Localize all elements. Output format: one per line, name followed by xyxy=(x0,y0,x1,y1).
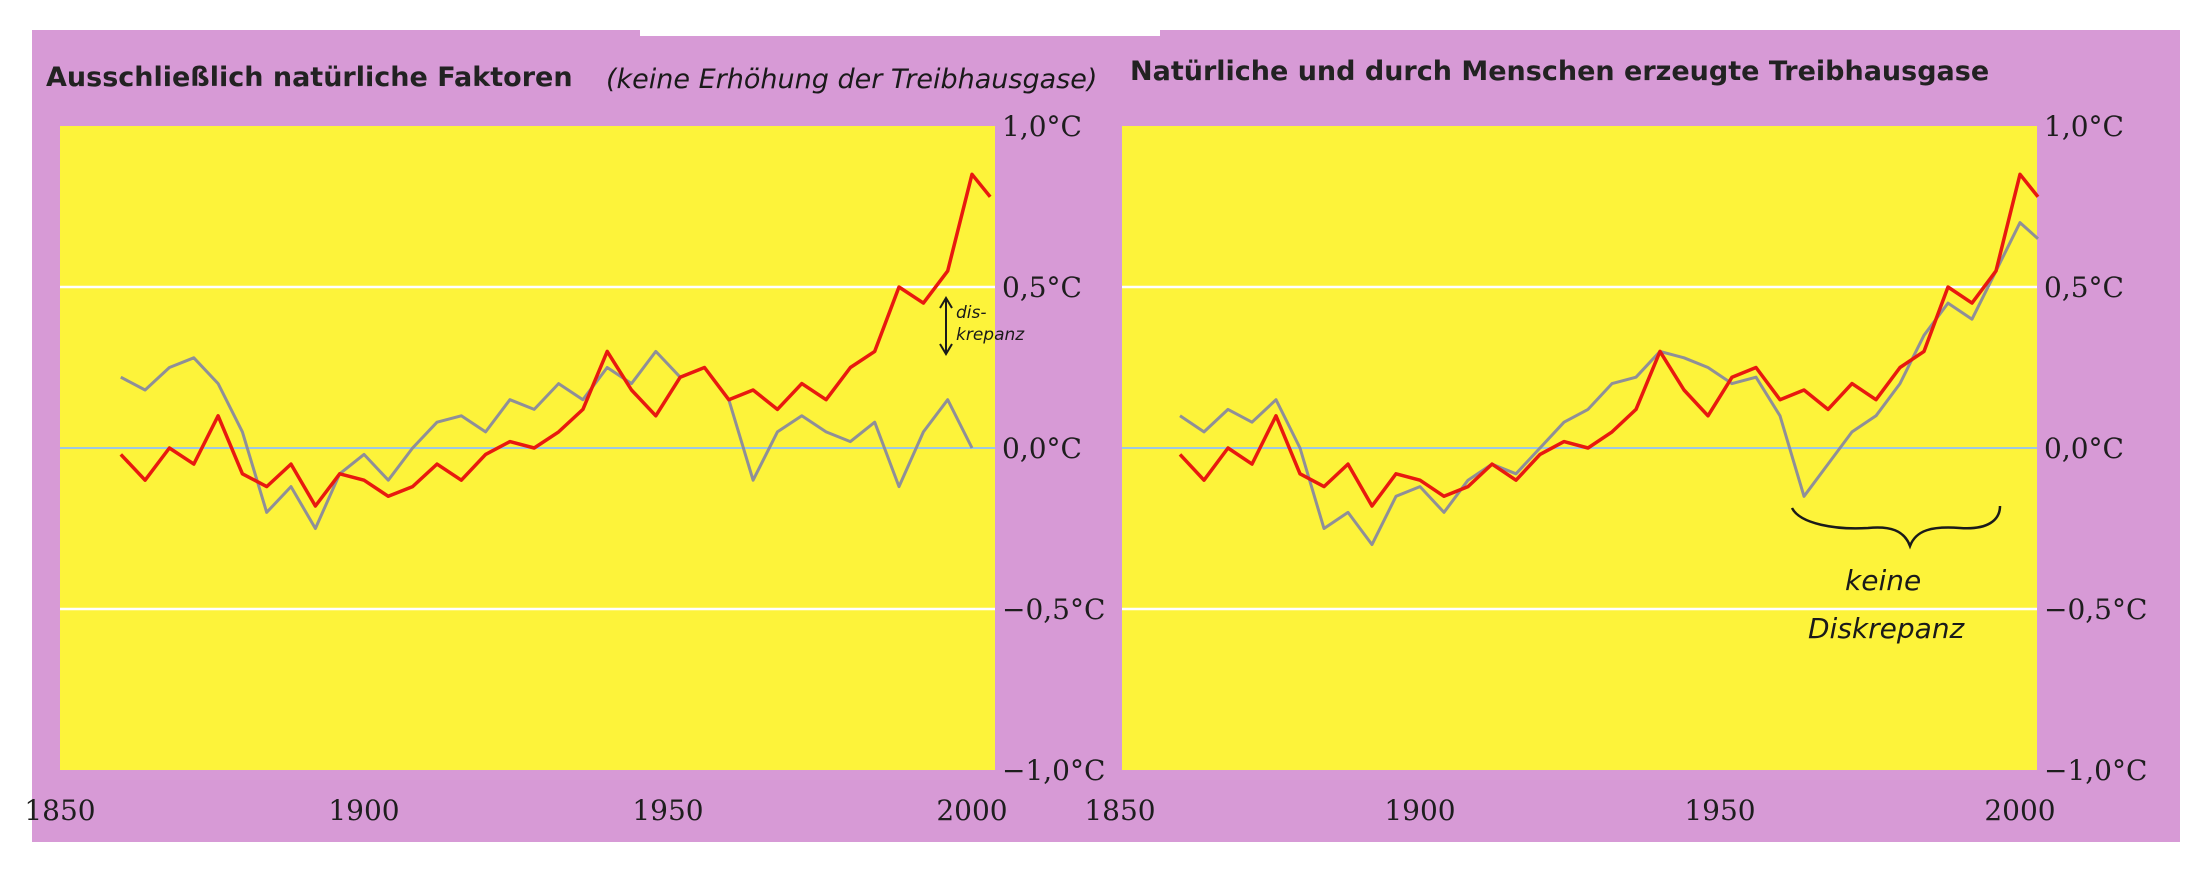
annotation-text: keine Diskrepanz xyxy=(1808,564,1966,645)
x-tick-label: 2000 xyxy=(936,794,1007,827)
annotation-text: dis-krepanz xyxy=(956,303,1025,345)
x-tick-label: 1900 xyxy=(328,794,399,827)
x-tick-label: 2000 xyxy=(1984,794,2055,827)
x-tick-label: 1850 xyxy=(24,794,95,827)
x-tick-labels: 1850 1900 1950 2000 xyxy=(24,794,1007,827)
series-line-red xyxy=(119,172,992,508)
chart-panel-natural-only: Ausschließlich natürliche Faktoren (kein… xyxy=(24,62,1105,827)
annotation-keine-diskrepanz: keine Diskrepanz xyxy=(1790,505,2002,645)
y-tick-label: 0,5°C xyxy=(1002,271,1082,304)
series-line-red xyxy=(1178,172,2040,508)
y-tick-label: −1,0°C xyxy=(1002,754,1105,787)
x-tick-label: 1850 xyxy=(1084,794,1155,827)
y-tick-labels: 1,0°C 0,5°C 0,0°C −0,5°C −1,0°C xyxy=(1002,110,1105,787)
y-tick-label: 0,5°C xyxy=(2044,271,2124,304)
handwritten-title-note: (keine Erhöhung der Treibhausgase) xyxy=(606,64,1097,95)
frame-notch xyxy=(640,28,1160,36)
annotation-diskrepanz: dis-krepanz xyxy=(939,296,1025,356)
x-tick-label: 1950 xyxy=(1684,794,1755,827)
series-group xyxy=(119,172,992,530)
y-tick-label: 1,0°C xyxy=(1002,110,1082,143)
y-tick-label: 1,0°C xyxy=(2044,110,2124,143)
x-tick-label: 1900 xyxy=(1384,794,1455,827)
y-tick-label: 0,0°C xyxy=(2044,432,2124,465)
y-tick-label: −0,5°C xyxy=(1002,593,1105,626)
annotation-arrow xyxy=(939,296,953,356)
series-group xyxy=(1178,172,2040,547)
y-tick-label: −0,5°C xyxy=(2044,593,2147,626)
y-tick-label: −1,0°C xyxy=(2044,754,2147,787)
chart-title: Ausschließlich natürliche Faktoren xyxy=(46,62,573,93)
chart-panel-natural-and-human: Natürliche und durch Menschen erzeugte T… xyxy=(1084,56,2147,827)
series-line-grey xyxy=(120,349,974,530)
x-tick-labels: 1850 1900 1950 2000 xyxy=(1084,794,2055,827)
grid-lines xyxy=(1122,285,2037,611)
annotation-brace xyxy=(1790,505,2002,550)
series-line-grey xyxy=(1179,221,2040,547)
chart-title: Natürliche und durch Menschen erzeugte T… xyxy=(1130,56,1989,87)
y-tick-label: 0,0°C xyxy=(1002,432,1082,465)
y-tick-labels: 1,0°C 0,5°C 0,0°C −0,5°C −1,0°C xyxy=(2044,110,2147,787)
x-tick-label: 1950 xyxy=(632,794,703,827)
